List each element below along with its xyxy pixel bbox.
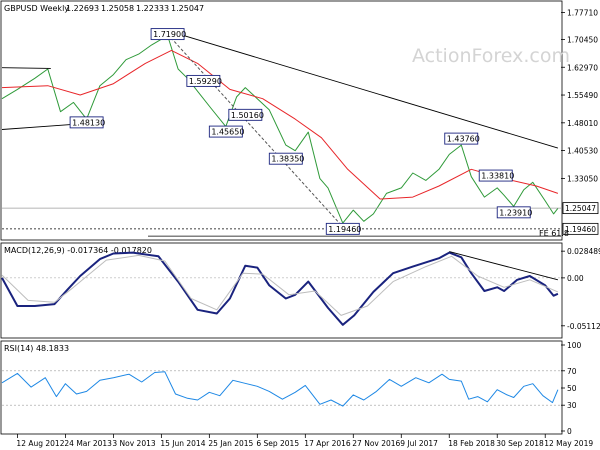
price-y-tick-label: 1.33050 bbox=[567, 174, 598, 183]
rsi-panel-frame bbox=[0, 340, 563, 435]
x-tick-label: 24 Mar 2013 bbox=[64, 439, 112, 448]
price-y-tick-label: 1.62970 bbox=[567, 63, 598, 72]
x-axis: 12 Aug 2012 24 Mar 2013 3 Nov 2013 15 Jun 2… bbox=[16, 434, 593, 448]
macd-y-tick-label: 0.028489 bbox=[567, 247, 600, 256]
macd-title: MACD(12,26,9) -0.017364 -0.017820 bbox=[4, 246, 152, 255]
x-tick-label: 15 Jun 2014 bbox=[160, 439, 205, 448]
price-series-5 bbox=[167, 33, 344, 228]
rsi-panel: RSI(14) 48.1833 100 70 50 30 0 bbox=[0, 340, 582, 436]
rsi-y-tick-label: 50 bbox=[567, 384, 577, 393]
ohlc-low: 1.22333 bbox=[136, 4, 169, 13]
rsi-y-axis: 100 70 50 30 0 bbox=[561, 341, 582, 436]
x-tick-label: 27 Nov 2016 bbox=[352, 439, 400, 448]
price-y-tick-label: 1.40530 bbox=[567, 147, 598, 156]
price-title: GBPUSD Weekly bbox=[4, 4, 69, 13]
macd-lines bbox=[1, 251, 561, 326]
level-label-box bbox=[69, 116, 104, 129]
watermark: ActionForex.com bbox=[412, 45, 570, 67]
level-label: 1.45650 bbox=[211, 128, 244, 137]
price-y-axis: 1.77710 1.70450 1.62970 1.55490 1.48010 1.405… bbox=[561, 9, 599, 235]
price-y-tick-label: 1.48010 bbox=[567, 119, 598, 128]
x-tick-label: 30 Sep 2018 bbox=[496, 439, 544, 448]
price-y-tick-label: 1.77710 bbox=[567, 9, 598, 18]
level-label-box bbox=[186, 74, 221, 87]
x-tick-label: 17 Apr 2016 bbox=[304, 439, 351, 448]
x-tick-label: 12 Aug 2012 bbox=[16, 439, 64, 448]
level-label-box bbox=[325, 222, 360, 235]
price-series-4 bbox=[167, 30, 559, 149]
macd-y-axis: 0.028489 0.00 -0.051125 bbox=[561, 247, 600, 331]
level-label-box bbox=[268, 152, 303, 165]
level-label: 1.33810 bbox=[481, 172, 514, 181]
macd-series-2 bbox=[449, 251, 559, 281]
level-label: 1.19460 bbox=[328, 225, 361, 234]
x-tick-label: 25 Jan 2015 bbox=[208, 439, 253, 448]
level-label: 1.59290 bbox=[189, 77, 222, 86]
rsi-y-tick-label: 100 bbox=[567, 341, 582, 350]
fe-label: FE 61.8 bbox=[539, 229, 569, 238]
x-tick-label: 3 Nov 2013 bbox=[112, 439, 155, 448]
level-label: 1.43760 bbox=[447, 135, 480, 144]
macd-series-1 bbox=[1, 254, 559, 316]
x-tick-label: 6 Sep 2015 bbox=[256, 439, 299, 448]
macd-panel-frame bbox=[0, 242, 563, 339]
level-label: 1.71900 bbox=[153, 30, 186, 39]
level-label-box bbox=[478, 169, 513, 182]
rsi-title: RSI(14) 48.1833 bbox=[4, 344, 69, 353]
level-label-box bbox=[496, 206, 531, 219]
rsi-y-tick-label: 0 bbox=[567, 427, 572, 436]
support-price-box bbox=[562, 222, 599, 235]
current-price-box bbox=[562, 202, 599, 215]
price-series-1 bbox=[1, 49, 559, 200]
price-y-tick-label: 1.70450 bbox=[567, 35, 598, 44]
price-panel: ActionForex.com GBPUSD Weekly 1.22693 1.… bbox=[0, 0, 599, 241]
x-tick-label: 9 Jul 2017 bbox=[400, 439, 438, 448]
price-series-0 bbox=[1, 35, 559, 224]
rsi-y-tick-label: 70 bbox=[567, 367, 577, 376]
level-label-box bbox=[444, 132, 479, 145]
ohlc-close: 1.25047 bbox=[171, 4, 204, 13]
macd-y-tick-label: 0.00 bbox=[567, 274, 584, 283]
ohlc-open: 1.22693 bbox=[66, 4, 99, 13]
level-label: 1.48130 bbox=[72, 118, 105, 127]
current-price-label: 1.25047 bbox=[565, 204, 596, 213]
level-label-box bbox=[208, 125, 243, 138]
x-tick-label: 12 May 2019 bbox=[544, 439, 593, 448]
level-label: 1.23910 bbox=[499, 208, 532, 217]
macd-y-tick-label: -0.051125 bbox=[567, 322, 600, 331]
price-levels: 1.71900 1.59290 1.48130 1.45650 1.50160 1.383… bbox=[2, 28, 561, 237]
support-price-label: 1.19460 bbox=[565, 225, 596, 234]
level-label: 1.38350 bbox=[271, 155, 304, 164]
price-y-tick-label: 1.55490 bbox=[567, 91, 598, 100]
price-lines bbox=[1, 30, 559, 228]
macd-panel: MACD(12,26,9) -0.017364 -0.017820 0.0284… bbox=[0, 242, 600, 339]
level-label-box bbox=[228, 108, 263, 121]
price-panel-frame bbox=[0, 0, 563, 241]
rsi-series-0 bbox=[1, 371, 559, 407]
x-tick-label: 18 Feb 2018 bbox=[448, 439, 495, 448]
rsi-lines bbox=[1, 370, 561, 407]
ohlc-high: 1.25058 bbox=[101, 4, 134, 13]
level-label: 1.50160 bbox=[231, 111, 264, 120]
rsi-y-tick-label: 30 bbox=[567, 401, 577, 410]
macd-series-0 bbox=[1, 251, 559, 326]
price-series-2 bbox=[1, 67, 51, 69]
level-label-box bbox=[150, 28, 185, 41]
